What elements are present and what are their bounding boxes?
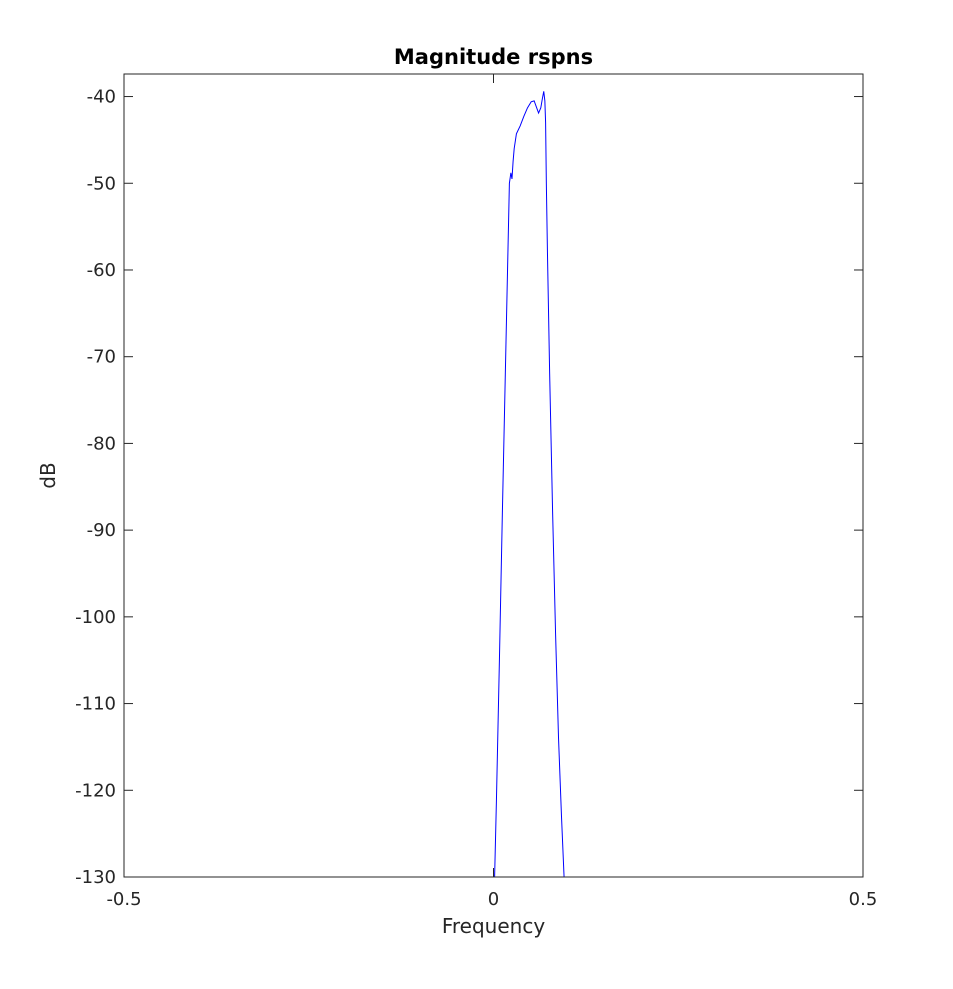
y-axis-label: dB [36,462,60,488]
y-tick-label: -100 [75,607,116,628]
y-tick-label: -130 [75,867,116,888]
series-line [494,91,565,878]
series-layer [494,91,565,878]
plot-area [124,74,863,877]
x-tick-label: -0.5 [106,889,141,910]
y-tick-label: -50 [87,173,116,194]
y-tick-label: -60 [87,260,116,281]
y-tick-label: -120 [75,780,116,801]
chart-title: Magnitude rspns [394,45,593,69]
x-tick-label: 0 [488,889,499,910]
x-tick-label: 0.5 [849,889,878,910]
y-tick-label: -80 [87,433,116,454]
axes-box [123,73,864,878]
y-tick-label: -110 [75,694,116,715]
ticks-layer: -130 -120 -110 -100 -90 -80 -70 -60 -50 -40 -0.5 0 0… [75,74,877,910]
x-axis-label: Frequency [442,914,545,938]
y-tick-label: -90 [87,520,116,541]
y-tick-label: -40 [87,87,116,108]
plot-background [124,74,863,877]
y-tick-label: -70 [87,347,116,368]
